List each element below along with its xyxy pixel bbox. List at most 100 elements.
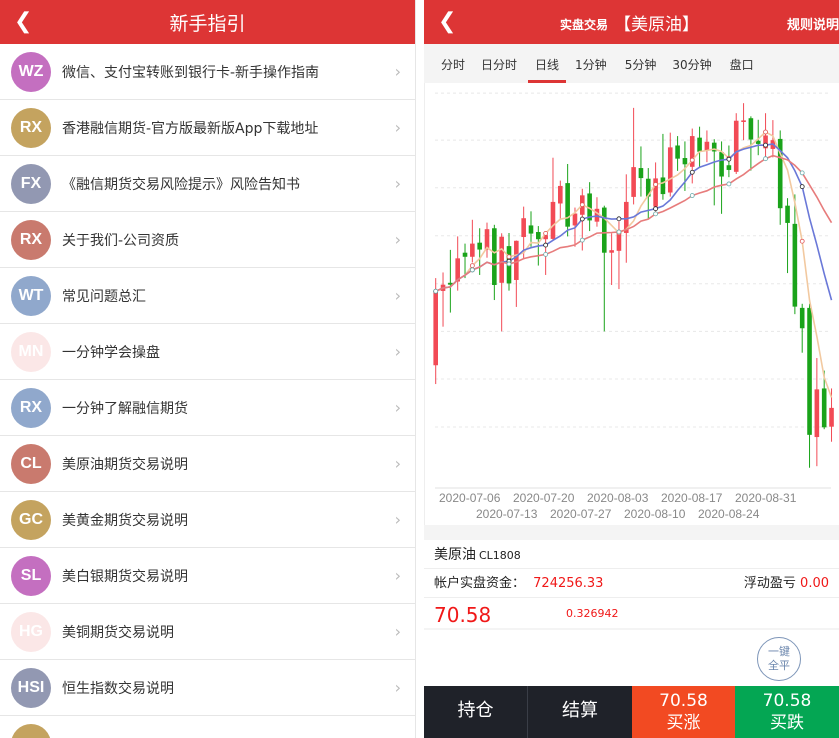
ma20-marker xyxy=(689,193,695,198)
candle-down xyxy=(448,282,453,285)
settlement-button[interactable]: 结算 xyxy=(528,686,632,738)
candle-down xyxy=(755,140,761,144)
ma10-marker xyxy=(763,142,768,148)
item-label: 《融信期货交易风险提示》风险告知书 xyxy=(62,176,300,193)
candle-down xyxy=(785,205,790,223)
ma5-marker xyxy=(763,129,768,135)
chevron-right-icon: › xyxy=(394,62,401,81)
guide-list-item[interactable]: GC 美黄金期货交易说明 › xyxy=(0,492,415,548)
ma20-marker xyxy=(726,181,732,187)
x-tick-label: 2020-07-20 xyxy=(513,491,575,505)
candle-up xyxy=(550,201,556,239)
x-tick-label: 2020-08-17 xyxy=(661,491,723,505)
close-all-button[interactable]: 一键 全平 xyxy=(757,637,801,681)
guide-list-item[interactable]: › xyxy=(0,716,415,738)
guide-list-item[interactable]: RX 关于我们-公司资质 › xyxy=(0,212,415,268)
tab-1[interactable]: 日分时 xyxy=(481,58,518,72)
guide-list-item[interactable]: HSI 恒生指数交易说明 › xyxy=(0,660,415,716)
product-code: CL1808 xyxy=(479,549,521,562)
chevron-right-icon: › xyxy=(394,622,401,641)
item-badge xyxy=(11,723,51,738)
candle-up xyxy=(741,120,746,122)
candle-up xyxy=(543,235,548,240)
candle-up xyxy=(814,389,820,438)
candle-up xyxy=(558,185,563,204)
pnl-label: 浮动盈亏 xyxy=(743,576,796,591)
candle-down xyxy=(777,138,783,209)
item-badge: RX xyxy=(11,107,51,148)
buy-up-button[interactable]: 70.58 买涨 xyxy=(632,686,735,738)
ma5-marker xyxy=(469,263,475,269)
trade-header: ❮ 实盘交易 【美原油】 规则说明 xyxy=(424,0,839,44)
candle-up xyxy=(594,208,600,222)
product-row: 美原油 CL1808 xyxy=(424,540,839,569)
buy-down-button[interactable]: 70.58 买跌 xyxy=(735,686,839,738)
ma10-marker xyxy=(689,169,695,175)
guide-list-item[interactable]: HG 美铜期货交易说明 › xyxy=(0,604,415,660)
candle-down xyxy=(675,145,680,159)
x-tick-label: 2020-08-03 xyxy=(587,491,649,505)
candle-down xyxy=(528,225,534,234)
account-row: 帐户实盘资金： 724256.33 浮动盈亏 0.00 xyxy=(424,569,839,598)
guide-list-item[interactable]: MN 一分钟学会操盘 › xyxy=(0,324,415,380)
guide-list: WZ 微信、支付宝转账到银行卡-新手操作指南 › RX 香港融信期货-官方版最新版… xyxy=(0,44,415,738)
ma20-marker xyxy=(763,156,768,162)
guide-list-item[interactable]: SL 美白银期货交易说明 › xyxy=(0,548,415,604)
candle-down xyxy=(821,388,827,428)
item-badge: RX xyxy=(11,387,51,428)
tab-0[interactable]: 分时 xyxy=(441,58,466,72)
item-badge: HSI xyxy=(11,667,51,708)
close-all-line1: 一键 xyxy=(768,645,790,658)
product-name: 美原油 xyxy=(434,547,476,563)
item-label: 美白银期货交易说明 xyxy=(62,568,188,585)
guide-header: ❮ 新手指引 xyxy=(0,0,415,44)
item-label: 美铜期货交易说明 xyxy=(62,624,174,641)
guide-list-item[interactable]: CL 美原油期货交易说明 › xyxy=(0,436,415,492)
item-label: 恒生指数交易说明 xyxy=(62,680,174,697)
guide-list-item[interactable]: RX 一分钟了解融信期货 › xyxy=(0,380,415,436)
candle-up xyxy=(667,147,673,193)
buy-down-label: 买跌 xyxy=(770,713,804,733)
guide-list-item[interactable]: FX 《融信期货交易风险提示》风险告知书 › xyxy=(0,156,415,212)
guide-list-item[interactable]: WZ 微信、支付宝转账到银行卡-新手操作指南 › xyxy=(0,44,415,100)
candle-up xyxy=(704,141,710,151)
candle-down xyxy=(697,137,702,152)
candlestick-chart: 2020-07-06 2020-07-13 2020-07-20 2020-07-27… xyxy=(424,83,839,525)
item-badge: FX xyxy=(11,163,51,204)
chevron-right-icon: › xyxy=(394,678,401,697)
tab-2[interactable]: 日线 xyxy=(528,44,567,83)
back-icon[interactable]: ❮ xyxy=(14,9,33,34)
chevron-right-icon: › xyxy=(394,174,401,193)
chevron-right-icon: › xyxy=(394,342,401,361)
rules-link[interactable]: 规则说明 xyxy=(786,18,839,33)
back-icon[interactable]: ❮ xyxy=(438,9,457,34)
ma10-marker xyxy=(653,206,659,212)
tab-4[interactable]: 5分钟 xyxy=(624,58,657,72)
guide-list-item[interactable]: RX 香港融信期货-官方版最新版App下载地址 › xyxy=(0,100,415,156)
buy-down-price: 70.58 xyxy=(762,691,812,711)
ma10-marker xyxy=(616,216,622,222)
x-tick-label: 2020-08-31 xyxy=(735,491,797,505)
positions-button[interactable]: 持仓 xyxy=(424,686,528,738)
candle-down xyxy=(492,228,497,285)
candle-up xyxy=(521,218,526,238)
tab-3[interactable]: 1分钟 xyxy=(575,58,607,72)
candle-down xyxy=(660,177,666,195)
ma10-marker xyxy=(579,216,585,222)
candle-down xyxy=(536,232,541,240)
guide-list-item[interactable]: WT 常见问题总汇 › xyxy=(0,268,415,324)
candle-down xyxy=(799,307,805,329)
candle-down xyxy=(638,168,644,179)
chevron-right-icon: › xyxy=(394,398,401,417)
candle-down xyxy=(748,118,754,140)
chevron-right-icon: › xyxy=(394,510,401,529)
ma20-marker xyxy=(469,267,475,273)
candle-up xyxy=(616,232,622,251)
x-tick-label: 2020-07-06 xyxy=(439,491,501,505)
close-all-line2: 全平 xyxy=(768,659,790,672)
tab-5[interactable]: 30分钟 xyxy=(672,58,712,72)
tab-6[interactable]: 盘口 xyxy=(729,58,754,72)
item-badge: MN xyxy=(11,331,51,372)
candle-up xyxy=(653,178,658,207)
candle-down xyxy=(645,178,651,197)
